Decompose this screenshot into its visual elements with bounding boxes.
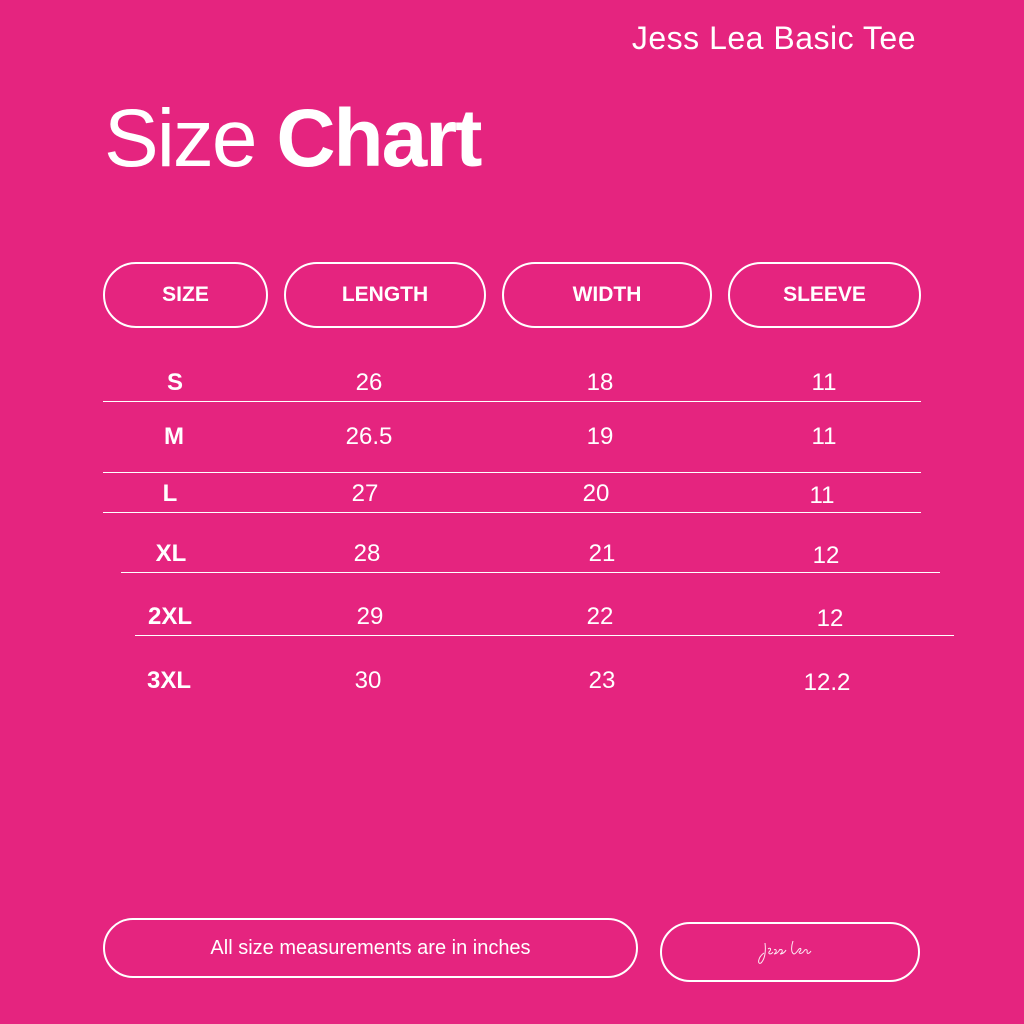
cell-width: 19 [586, 423, 614, 450]
row-divider [103, 512, 921, 513]
cell-size: S [166, 369, 184, 396]
row-divider [103, 472, 921, 473]
row-divider [103, 401, 921, 402]
page-title: Size Chart [104, 98, 482, 180]
signature-badge [660, 922, 920, 982]
cell-sleeve: 11 [811, 423, 837, 450]
title-light: Size [104, 93, 258, 184]
cell-size: 3XL [146, 667, 192, 694]
cell-size: L [162, 480, 178, 507]
header-size: SIZE [103, 262, 268, 328]
cell-size: XL [155, 540, 187, 567]
cell-sleeve: 11 [809, 482, 835, 509]
cell-width: 20 [582, 480, 610, 507]
cell-size: M [164, 423, 184, 450]
cell-length: 28 [353, 540, 381, 567]
cell-width: 18 [586, 369, 614, 396]
cell-sleeve: 12 [812, 542, 840, 569]
product-name: Jess Lea Basic Tee [631, 20, 916, 56]
cell-length: 30 [354, 667, 382, 694]
cell-sleeve: 12 [816, 605, 844, 632]
signature-logo [758, 940, 812, 964]
row-divider [135, 635, 954, 636]
cell-width: 22 [586, 603, 614, 630]
cell-length: 26.5 [345, 423, 393, 450]
cell-length: 26 [355, 369, 383, 396]
cell-length: 27 [351, 480, 379, 507]
cell-width: 23 [588, 667, 616, 694]
cell-width: 21 [588, 540, 616, 567]
title-bold: Chart [276, 93, 482, 184]
row-divider [121, 572, 940, 573]
cell-sleeve: 12.2 [803, 669, 851, 696]
header-length: LENGTH [284, 262, 486, 328]
header-sleeve: SLEEVE [728, 262, 921, 328]
cell-length: 29 [356, 603, 384, 630]
units-note: All size measurements are in inches [103, 918, 638, 978]
header-width: WIDTH [502, 262, 712, 328]
cell-sleeve: 11 [811, 369, 837, 396]
cell-size: 2XL [147, 603, 193, 630]
